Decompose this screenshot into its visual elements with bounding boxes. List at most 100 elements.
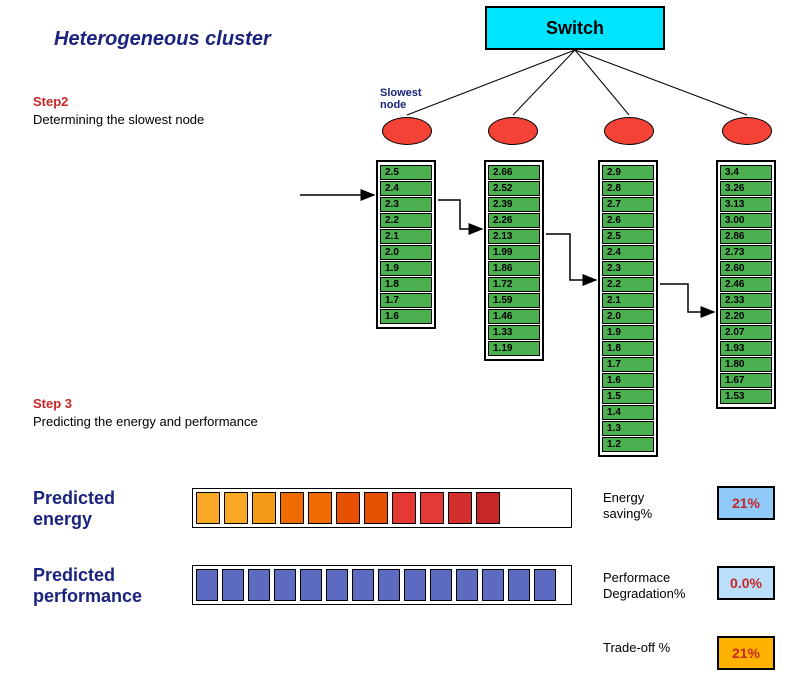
energy-seg bbox=[392, 492, 416, 524]
freq-cell: 3.26 bbox=[720, 181, 772, 196]
freq-stack-0: 2.52.42.32.22.12.01.91.81.71.6 bbox=[376, 160, 436, 329]
freq-cell: 1.59 bbox=[488, 293, 540, 308]
step3-desc: Predicting the energy and performance bbox=[33, 414, 258, 429]
freq-cell: 1.7 bbox=[602, 357, 654, 372]
freq-cell: 2.13 bbox=[488, 229, 540, 244]
freq-cell: 1.9 bbox=[380, 261, 432, 276]
tradeoff-label: Trade-off % bbox=[603, 640, 670, 656]
freq-cell: 2.4 bbox=[380, 181, 432, 196]
freq-cell: 2.0 bbox=[602, 309, 654, 324]
pe-l1: Predicted bbox=[33, 488, 115, 508]
energy-seg bbox=[364, 492, 388, 524]
perf-seg bbox=[222, 569, 244, 601]
freq-cell: 1.80 bbox=[720, 357, 772, 372]
freq-cell: 1.8 bbox=[380, 277, 432, 292]
freq-cell: 2.66 bbox=[488, 165, 540, 180]
energy-seg bbox=[476, 492, 500, 524]
energy-seg bbox=[308, 492, 332, 524]
node-oval-2 bbox=[604, 117, 654, 145]
freq-cell: 2.5 bbox=[380, 165, 432, 180]
freq-cell: 1.93 bbox=[720, 341, 772, 356]
freq-cell: 1.8 bbox=[602, 341, 654, 356]
pp-l1: Predicted bbox=[33, 565, 115, 585]
perf-degradation-value: 0.0% bbox=[717, 566, 775, 600]
freq-cell: 2.86 bbox=[720, 229, 772, 244]
pp-l2: performance bbox=[33, 586, 142, 606]
freq-cell: 1.53 bbox=[720, 389, 772, 404]
tradeoff-value: 21% bbox=[717, 636, 775, 670]
freq-cell: 2.2 bbox=[602, 277, 654, 292]
perf-seg bbox=[404, 569, 426, 601]
freq-cell: 1.72 bbox=[488, 277, 540, 292]
freq-cell: 2.9 bbox=[602, 165, 654, 180]
energy-seg bbox=[336, 492, 360, 524]
perf-degradation-label: PerformaceDegradation% bbox=[603, 570, 685, 601]
node-oval-3 bbox=[722, 117, 772, 145]
energy-saving-value: 21% bbox=[717, 486, 775, 520]
freq-cell: 2.33 bbox=[720, 293, 772, 308]
perf-seg bbox=[456, 569, 478, 601]
freq-cell: 2.60 bbox=[720, 261, 772, 276]
perf-seg bbox=[248, 569, 270, 601]
freq-cell: 2.4 bbox=[602, 245, 654, 260]
freq-cell: 2.3 bbox=[602, 261, 654, 276]
slowest-line1: Slowest bbox=[380, 87, 422, 99]
freq-cell: 2.52 bbox=[488, 181, 540, 196]
freq-stack-2: 2.92.82.72.62.52.42.32.22.12.01.91.81.71… bbox=[598, 160, 658, 457]
pe-l2: energy bbox=[33, 509, 92, 529]
freq-cell: 2.07 bbox=[720, 325, 772, 340]
freq-cell: 1.7 bbox=[380, 293, 432, 308]
perf-seg bbox=[378, 569, 400, 601]
freq-cell: 2.39 bbox=[488, 197, 540, 212]
step2-num: Step2 bbox=[33, 94, 68, 109]
switch-box: Switch bbox=[485, 6, 665, 50]
predicted-performance-bar bbox=[192, 565, 572, 605]
freq-cell: 2.26 bbox=[488, 213, 540, 228]
perf-seg bbox=[196, 569, 218, 601]
freq-cell: 1.19 bbox=[488, 341, 540, 356]
freq-cell: 1.67 bbox=[720, 373, 772, 388]
freq-cell: 3.13 bbox=[720, 197, 772, 212]
freq-cell: 1.5 bbox=[602, 389, 654, 404]
freq-cell: 2.3 bbox=[380, 197, 432, 212]
node-oval-0 bbox=[382, 117, 432, 145]
freq-stack-1: 2.662.522.392.262.131.991.861.721.591.46… bbox=[484, 160, 544, 361]
freq-cell: 3.4 bbox=[720, 165, 772, 180]
step3-num: Step 3 bbox=[33, 396, 72, 411]
energy-seg bbox=[420, 492, 444, 524]
freq-cell: 2.20 bbox=[720, 309, 772, 324]
freq-cell: 1.86 bbox=[488, 261, 540, 276]
energy-seg bbox=[224, 492, 248, 524]
predicted-performance-label: Predicted performance bbox=[33, 565, 142, 607]
freq-cell: 1.3 bbox=[602, 421, 654, 436]
freq-cell: 3.00 bbox=[720, 213, 772, 228]
perf-seg bbox=[274, 569, 296, 601]
perf-seg bbox=[430, 569, 452, 601]
energy-seg bbox=[196, 492, 220, 524]
energy-seg bbox=[252, 492, 276, 524]
perf-seg bbox=[352, 569, 374, 601]
perf-seg bbox=[482, 569, 504, 601]
perf-seg bbox=[508, 569, 530, 601]
step2-desc: Determining the slowest node bbox=[33, 112, 204, 127]
title-text: Heterogeneous cluster bbox=[54, 28, 271, 50]
freq-cell: 2.7 bbox=[602, 197, 654, 212]
freq-cell: 2.8 bbox=[602, 181, 654, 196]
freq-cell: 1.33 bbox=[488, 325, 540, 340]
perf-seg bbox=[326, 569, 348, 601]
energy-seg bbox=[448, 492, 472, 524]
freq-cell: 2.1 bbox=[380, 229, 432, 244]
perf-seg bbox=[300, 569, 322, 601]
freq-cell: 2.2 bbox=[380, 213, 432, 228]
node-oval-1 bbox=[488, 117, 538, 145]
energy-saving-label: Energysaving% bbox=[603, 490, 652, 521]
freq-cell: 1.46 bbox=[488, 309, 540, 324]
freq-cell: 2.0 bbox=[380, 245, 432, 260]
freq-cell: 1.6 bbox=[380, 309, 432, 324]
freq-cell: 2.5 bbox=[602, 229, 654, 244]
freq-cell: 2.73 bbox=[720, 245, 772, 260]
freq-stack-3: 3.43.263.133.002.862.732.602.462.332.202… bbox=[716, 160, 776, 409]
switch-label: Switch bbox=[546, 18, 604, 39]
slowest-node-label: Slowest node bbox=[380, 87, 422, 111]
slowest-line2: node bbox=[380, 99, 406, 111]
